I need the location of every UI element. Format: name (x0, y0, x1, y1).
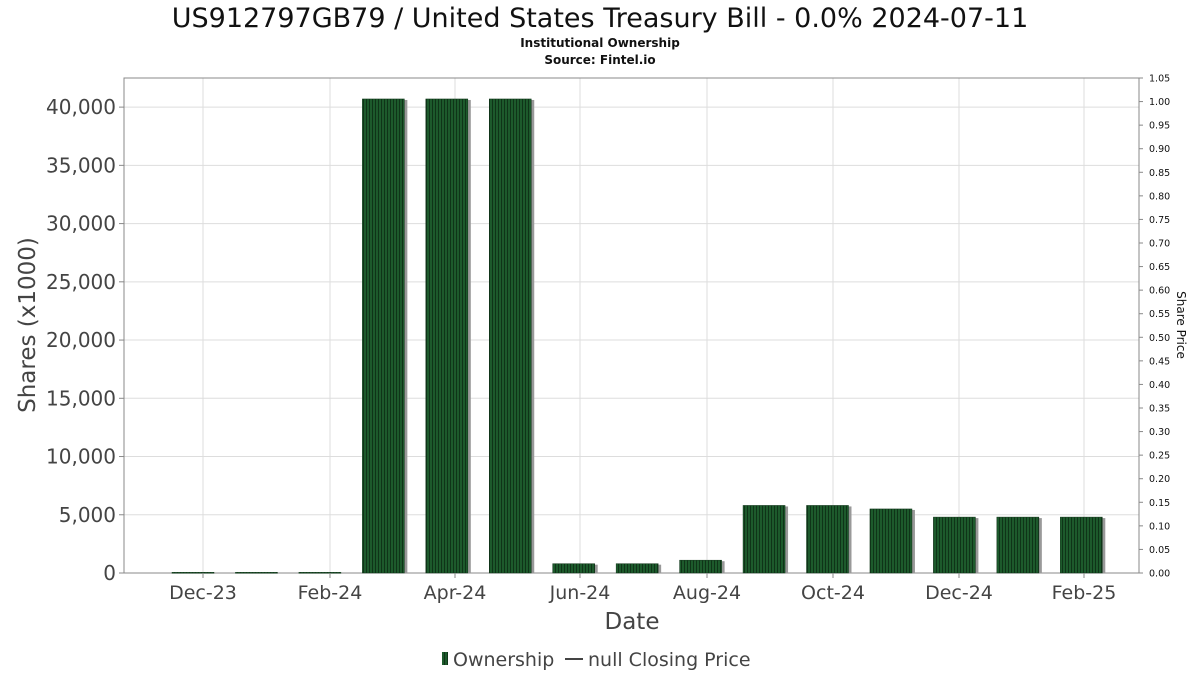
ownership-bar (171, 572, 215, 574)
ownership-bar (615, 563, 659, 574)
x-tick-label: Dec-24 (925, 582, 993, 604)
y-axis-ticks: 0 5,000 10,000 15,000 20,000 25,000 30,000 35,0… (46, 95, 124, 585)
ownership-bar (679, 559, 722, 574)
y-tick-label: 25,000 (46, 270, 116, 294)
y-tick-label: 15,000 (46, 386, 116, 410)
legend: Ownership null Closing Price (442, 649, 751, 671)
x-tick-label: Apr-24 (424, 582, 487, 604)
y2-tick-label: 0.40 (1149, 380, 1170, 391)
y2-tick-label: 0.50 (1149, 333, 1170, 344)
y2-tick-label: 0.30 (1149, 427, 1170, 438)
y-tick-label: 30,000 (46, 212, 116, 236)
x-tick-label: Dec-23 (169, 582, 237, 604)
ownership-bar (298, 572, 342, 574)
y-tick-label: 35,000 (46, 153, 116, 177)
y2-tick-label: 1.05 (1149, 74, 1170, 85)
y2-tick-label: 0.35 (1149, 404, 1170, 415)
gridlines (124, 78, 1139, 574)
y2-tick-label: 0.55 (1149, 309, 1170, 320)
x-axis-ticks: Dec-23 Feb-24 Apr-24 Jun-24 Aug-24 Oct-24 Dec-… (169, 573, 1116, 604)
y2-tick-label: 0.05 (1149, 545, 1170, 556)
y2-axis-label: Share Price (1174, 291, 1188, 359)
y2-tick-label: 0.80 (1149, 191, 1170, 202)
ownership-bar (869, 508, 913, 574)
y2-tick-label: 0.65 (1149, 262, 1170, 273)
ownership-bar (933, 516, 976, 574)
x-tick-label: Jun-24 (549, 582, 611, 604)
y-axis-label: Shares (x1000) (15, 237, 41, 413)
x-axis-label: Date (605, 609, 660, 635)
y2-tick-label: 0.70 (1149, 239, 1170, 250)
y2-tick-label: 0.10 (1149, 521, 1170, 532)
chart-subtitle: Institutional Ownership (520, 36, 680, 50)
legend-ownership-swatch (442, 652, 448, 665)
legend-ownership-label: Ownership (453, 649, 554, 671)
ownership-bar (806, 505, 849, 574)
plot-area (123, 77, 1140, 574)
ownership-bar (235, 572, 278, 574)
ownership-bar (425, 98, 469, 574)
chart-title: US912797GB79 / United States Treasury Bi… (172, 3, 1029, 34)
ownership-bar (742, 505, 786, 574)
y-tick-label: 20,000 (46, 328, 116, 352)
bars (171, 98, 1106, 574)
y-tick-label: 5,000 (59, 503, 116, 527)
y2-tick-label: 1.00 (1149, 97, 1170, 108)
y2-tick-label: 0.90 (1149, 144, 1170, 155)
y2-axis-ticks: 0.00 0.05 0.10 0.15 0.20 0.25 0.30 0.35 0.40 0.45… (1139, 74, 1170, 580)
y2-tick-label: 0.75 (1149, 215, 1170, 226)
y2-tick-label: 0.00 (1149, 569, 1170, 580)
y-tick-label: 0 (103, 561, 116, 585)
ownership-bar (362, 98, 405, 574)
y2-tick-label: 0.95 (1149, 121, 1170, 132)
ownership-bar (552, 563, 595, 574)
ownership-bar (489, 98, 532, 574)
y2-tick-label: 0.45 (1149, 356, 1170, 367)
y2-tick-label: 0.85 (1149, 168, 1170, 179)
y2-tick-label: 0.20 (1149, 474, 1170, 485)
x-tick-label: Feb-24 (298, 582, 363, 604)
ownership-bar (996, 516, 1040, 574)
ownership-bar (1060, 516, 1103, 574)
x-tick-label: Feb-25 (1052, 582, 1117, 604)
legend-price-label: null Closing Price (588, 649, 751, 671)
x-tick-label: Oct-24 (801, 582, 865, 604)
x-tick-label: Aug-24 (673, 582, 741, 604)
y-tick-label: 40,000 (46, 95, 116, 119)
y2-tick-label: 0.60 (1149, 286, 1170, 297)
y2-tick-label: 0.25 (1149, 451, 1170, 462)
y2-tick-label: 0.15 (1149, 498, 1170, 509)
chart-source: Source: Fintel.io (544, 53, 655, 67)
y-tick-label: 10,000 (46, 445, 116, 469)
